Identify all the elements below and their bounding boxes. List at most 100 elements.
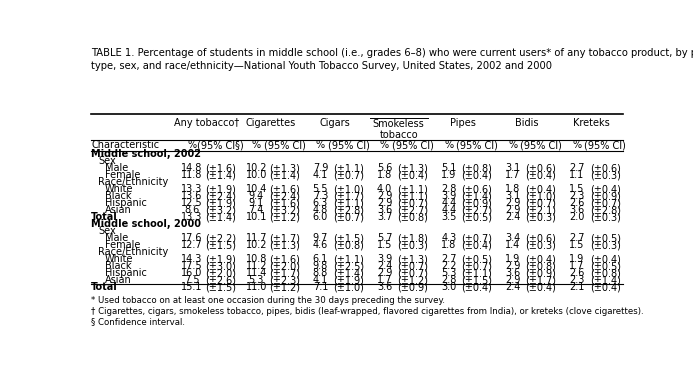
Text: 12.5: 12.5	[182, 198, 203, 208]
Text: Middle school, 2000: Middle school, 2000	[91, 219, 201, 229]
Text: (±0.5): (±0.5)	[590, 261, 621, 271]
Text: Any tobacco†: Any tobacco†	[174, 118, 239, 128]
Text: (±2.4): (±2.4)	[205, 191, 236, 201]
Text: 5.6: 5.6	[377, 163, 392, 173]
Text: Race/Ethnicity: Race/Ethnicity	[98, 177, 168, 187]
Text: 2.3: 2.3	[569, 191, 585, 201]
Text: (±1.1): (±1.1)	[397, 191, 428, 201]
Text: Cigarettes: Cigarettes	[245, 118, 295, 128]
Text: (±0.6): (±0.6)	[525, 163, 556, 173]
Text: (±0.4): (±0.4)	[525, 282, 556, 292]
Text: (±1.5): (±1.5)	[333, 233, 364, 243]
Text: 1.9: 1.9	[570, 254, 585, 264]
Text: 1.8: 1.8	[441, 240, 456, 250]
Text: Middle school, 2002: Middle school, 2002	[91, 149, 201, 159]
Text: Asian: Asian	[105, 205, 132, 215]
Text: %: %	[380, 140, 389, 150]
Text: (±2.3): (±2.3)	[269, 275, 300, 285]
Text: %: %	[508, 140, 518, 150]
Text: 2.9: 2.9	[505, 275, 520, 285]
Text: (±0.9): (±0.9)	[462, 198, 492, 208]
Text: Asian: Asian	[105, 275, 132, 285]
Text: (±0.7): (±0.7)	[397, 198, 428, 208]
Text: (±0.4): (±0.4)	[525, 184, 556, 194]
Text: (±0.6): (±0.6)	[462, 184, 492, 194]
Text: (±1.7): (±1.7)	[269, 233, 300, 243]
Text: %: %	[252, 140, 261, 150]
Text: (±0.8): (±0.8)	[397, 212, 428, 222]
Text: (±2.7): (±2.7)	[462, 205, 493, 215]
Text: Male: Male	[105, 163, 128, 173]
Text: 1.9: 1.9	[505, 254, 520, 264]
Text: (±2.0): (±2.0)	[269, 261, 300, 271]
Text: 4.3: 4.3	[441, 233, 456, 243]
Text: Bidis: Bidis	[515, 118, 538, 128]
Text: (±1.1): (±1.1)	[333, 254, 364, 264]
Text: 9.7: 9.7	[313, 233, 328, 243]
Text: 1.8: 1.8	[505, 184, 520, 194]
Text: %: %	[572, 140, 581, 150]
Text: 17.5: 17.5	[182, 261, 203, 271]
Text: (95% CI): (95% CI)	[584, 140, 626, 150]
Text: 1.7: 1.7	[569, 261, 585, 271]
Text: Female: Female	[105, 240, 140, 250]
Text: %: %	[188, 140, 197, 150]
Text: (±1.3): (±1.3)	[269, 163, 300, 173]
Text: (±1.5): (±1.5)	[205, 282, 236, 292]
Text: (±0.9): (±0.9)	[525, 268, 556, 278]
Text: (±0.3): (±0.3)	[590, 212, 621, 222]
Text: 3.6: 3.6	[570, 205, 585, 215]
Text: 1.1: 1.1	[570, 170, 585, 180]
Text: * Used tobacco on at least one occasion during the 30 days preceding the survey.: * Used tobacco on at least one occasion …	[91, 296, 445, 305]
Text: 4.4: 4.4	[441, 205, 456, 215]
Text: (±0.5): (±0.5)	[462, 212, 493, 222]
Text: § Confidence interval.: § Confidence interval.	[91, 317, 185, 326]
Text: Race/Ethnicity: Race/Ethnicity	[98, 247, 168, 257]
Text: 3.9: 3.9	[377, 254, 392, 264]
Text: 6.3: 6.3	[313, 198, 328, 208]
Text: 13.6: 13.6	[182, 191, 203, 201]
Text: (±0.7): (±0.7)	[397, 261, 428, 271]
Text: (±0.3): (±0.3)	[525, 212, 556, 222]
Text: 1.4: 1.4	[505, 240, 520, 250]
Text: 10.2: 10.2	[245, 163, 267, 173]
Text: TABLE 1. Percentage of students in middle school (i.e., grades 6–8) who were cur: TABLE 1. Percentage of students in middl…	[91, 48, 693, 71]
Text: Total: Total	[91, 212, 118, 222]
Text: (±0.7): (±0.7)	[525, 198, 556, 208]
Text: 2.3: 2.3	[569, 275, 585, 285]
Text: (±1.6): (±1.6)	[269, 184, 300, 194]
Text: Sex: Sex	[98, 226, 116, 236]
Text: (±0.7): (±0.7)	[590, 198, 621, 208]
Text: (±0.4): (±0.4)	[462, 170, 492, 180]
Text: Black: Black	[105, 261, 132, 271]
Text: (±0.3): (±0.3)	[590, 240, 621, 250]
Text: (±0.8): (±0.8)	[590, 268, 621, 278]
Text: Sex: Sex	[98, 156, 116, 166]
Text: (±1.1): (±1.1)	[397, 184, 428, 194]
Text: 3.0: 3.0	[441, 282, 456, 292]
Text: 2.9: 2.9	[377, 198, 392, 208]
Text: %: %	[444, 140, 453, 150]
Text: 1.5: 1.5	[377, 240, 392, 250]
Text: 2.4: 2.4	[505, 212, 520, 222]
Text: 4.0: 4.0	[377, 184, 392, 194]
Text: (±0.6): (±0.6)	[525, 233, 556, 243]
Text: 2.8: 2.8	[441, 275, 457, 285]
Text: (±0.4): (±0.4)	[525, 254, 556, 264]
Text: (±3.0): (±3.0)	[205, 261, 236, 271]
Text: (±2.0): (±2.0)	[205, 268, 236, 278]
Text: (±1.9): (±1.9)	[333, 275, 364, 285]
Text: 2.9: 2.9	[377, 268, 392, 278]
Text: 4.8: 4.8	[313, 205, 328, 215]
Text: (±2.6): (±2.6)	[205, 275, 236, 285]
Text: 15.1: 15.1	[182, 282, 203, 292]
Text: 14.8: 14.8	[182, 163, 203, 173]
Text: Male: Male	[105, 233, 128, 243]
Text: (±1.9): (±1.9)	[205, 198, 236, 208]
Text: (±1.0): (±1.0)	[525, 191, 556, 201]
Text: 2.9: 2.9	[505, 261, 520, 271]
Text: 10.1: 10.1	[245, 212, 267, 222]
Text: (±0.3): (±0.3)	[590, 170, 621, 180]
Text: 11.8: 11.8	[182, 170, 203, 180]
Text: (±1.1): (±1.1)	[333, 163, 364, 173]
